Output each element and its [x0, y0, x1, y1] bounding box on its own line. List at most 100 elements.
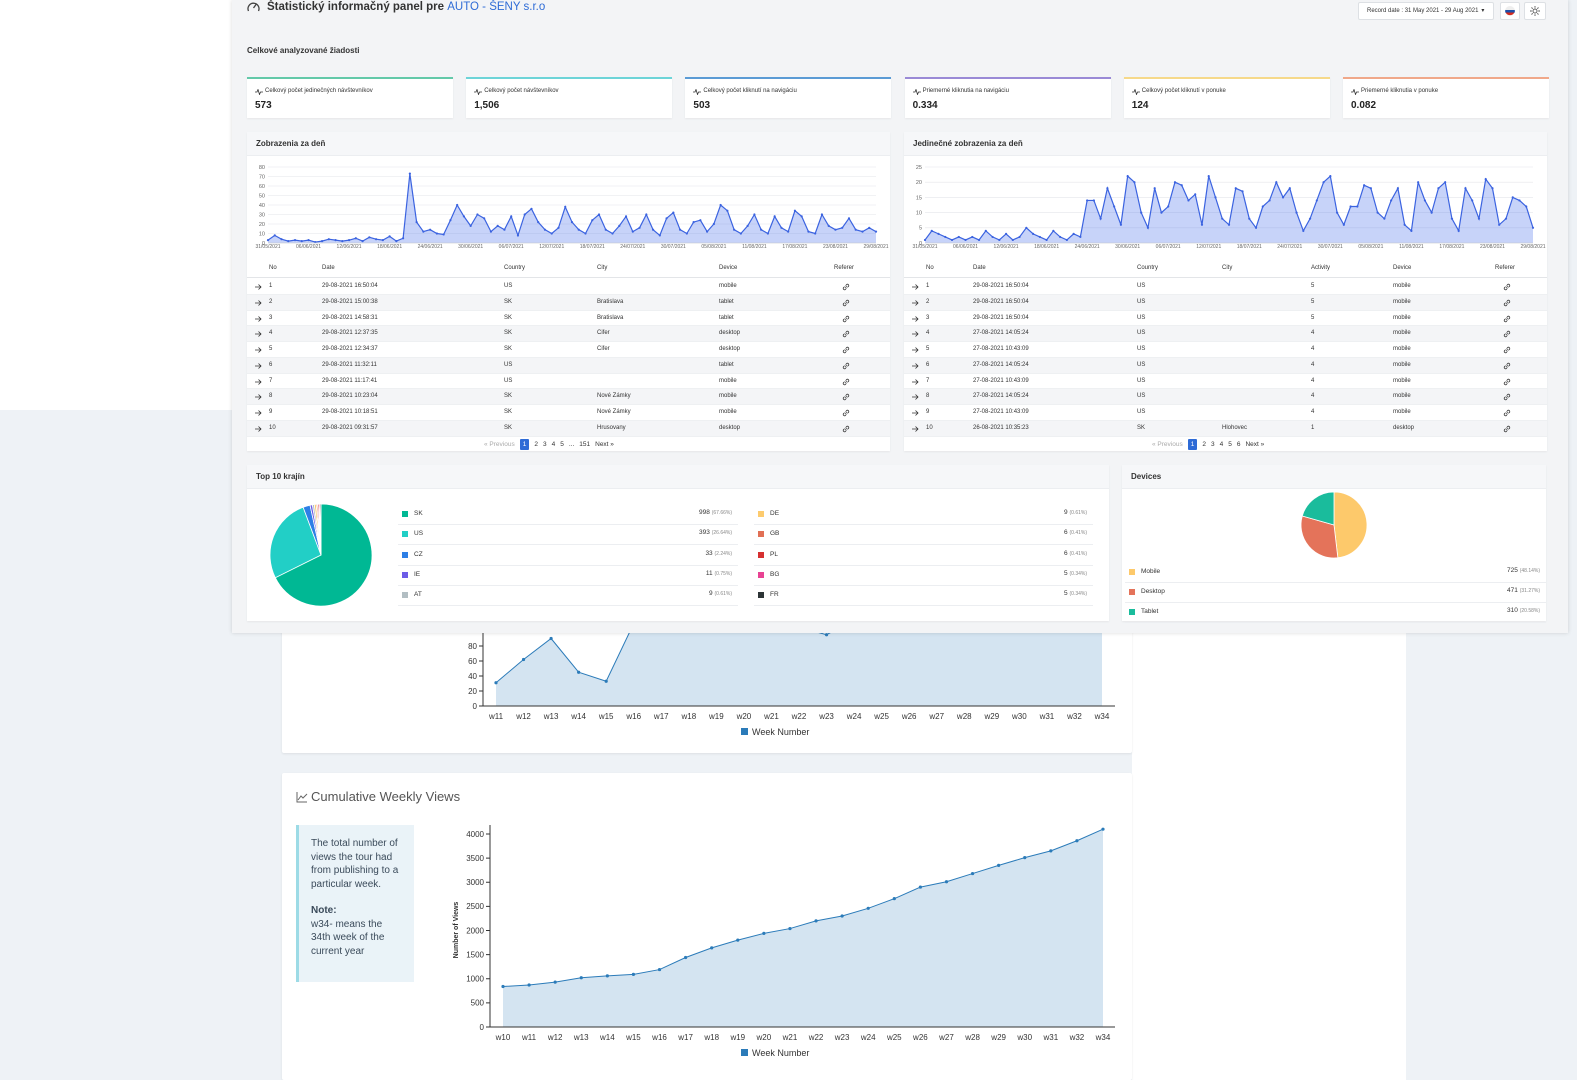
page-link[interactable]: 3	[542, 441, 547, 448]
referer-link[interactable]	[1503, 315, 1511, 323]
table-row[interactable]: 3 29-08-2021 16:50:04 US 5 mobile	[904, 311, 1547, 327]
referer-link[interactable]	[842, 299, 850, 307]
legend-swatch	[758, 551, 764, 558]
expand-arrow	[255, 378, 262, 385]
x-tick-label: w20	[736, 712, 752, 721]
referer-link[interactable]	[1503, 393, 1511, 401]
point	[469, 224, 472, 227]
table-cell: 3	[269, 314, 273, 321]
referer-link[interactable]	[1503, 330, 1511, 338]
page-link[interactable]: 3	[1210, 441, 1215, 448]
point	[1268, 199, 1271, 202]
table-row[interactable]: 2 29-08-2021 16:50:04 US 5 mobile	[904, 294, 1547, 311]
referer-link[interactable]	[1503, 299, 1511, 307]
table-row[interactable]: 9 27-08-2021 10:43:09 US 4 mobile	[904, 405, 1547, 421]
referer-link[interactable]	[842, 393, 850, 401]
table-cell: 4	[926, 330, 930, 337]
language-button[interactable]	[1500, 2, 1520, 20]
theme-button[interactable]	[1524, 2, 1546, 20]
pie-slice	[1333, 491, 1368, 559]
point	[597, 213, 601, 216]
page-link[interactable]: 4	[1219, 441, 1224, 448]
table-row[interactable]: 7 27-08-2021 10:43:09 US 4 mobile	[904, 374, 1547, 390]
referer-link[interactable]	[842, 409, 850, 417]
point	[923, 238, 927, 242]
referer-link[interactable]	[842, 346, 850, 354]
referer-link[interactable]	[842, 330, 850, 338]
table-cell: tablet	[719, 298, 734, 305]
table-row[interactable]: 5 27-08-2021 10:43:09 US 4 mobile	[904, 342, 1547, 358]
referer-link[interactable]	[1503, 346, 1511, 354]
point	[374, 238, 378, 241]
referer-link[interactable]	[1503, 378, 1511, 386]
referer-link[interactable]	[1503, 425, 1511, 433]
card-header	[247, 132, 890, 156]
point	[1173, 181, 1177, 184]
x-tick-label: w34	[1095, 1033, 1111, 1042]
table-row[interactable]: 10 26-08-2021 10:35:23 SK Hlohovec 1 desktop	[904, 420, 1547, 437]
x-tick-label: w14	[599, 1033, 615, 1042]
table-row[interactable]: 7 29-08-2021 11:17:41 US mobile	[247, 374, 890, 390]
page-link[interactable]: 1	[519, 439, 530, 450]
page-link[interactable]: 4	[551, 441, 556, 448]
page-link[interactable]: « Previous	[1152, 441, 1183, 448]
point	[1113, 205, 1116, 208]
table-row[interactable]: 4 27-08-2021 14:05:24 US 4 mobile	[904, 326, 1547, 342]
point	[746, 224, 749, 227]
referer-link[interactable]	[1503, 409, 1511, 417]
page-link[interactable]: 6	[1236, 441, 1241, 448]
table-row[interactable]: 6 27-08-2021 14:05:24 US 4 mobile	[904, 357, 1547, 374]
icon-shape	[255, 89, 263, 95]
y-tick-label: 20	[259, 222, 265, 228]
page-link[interactable]: 151	[579, 441, 591, 448]
referer-link[interactable]	[842, 378, 850, 386]
expand-arrow	[912, 410, 919, 416]
table-row[interactable]: 1 29-08-2021 16:50:04 US mobile	[247, 279, 890, 295]
point	[537, 221, 540, 224]
page-link[interactable]: 2	[1202, 441, 1206, 448]
table-row[interactable]: 9 29-08-2021 10:18:51 SK Nové Zámky mobile	[247, 405, 890, 421]
percent: (0.61%)	[714, 591, 732, 598]
page-link[interactable]: « Previous	[484, 441, 515, 448]
table-row[interactable]: 2 29-08-2021 15:00:38 SK Bratislava tablet	[247, 294, 890, 311]
table-cell: US	[504, 377, 513, 384]
point	[651, 228, 655, 231]
legend-swatch	[402, 531, 408, 538]
referer-link[interactable]	[842, 315, 850, 323]
table-row[interactable]: 3 29-08-2021 14:58:31 SK Bratislava tablet	[247, 311, 890, 327]
table-cell: 29-08-2021 12:34:37	[322, 346, 378, 352]
page-link[interactable]: 1	[1187, 439, 1198, 450]
table-row[interactable]: 10 29-08-2021 09:31:57 SK Hrusovany desktop	[247, 420, 890, 437]
table-row[interactable]: 6 29-08-2021 11:32:11 US tablet	[247, 357, 890, 374]
record-date-button[interactable]: Record date : 31 May 2021 - 29 Aug 2021 ▾	[1358, 2, 1494, 20]
point	[605, 974, 609, 978]
table-row[interactable]: 8 27-08-2021 14:05:24 US 4 mobile	[904, 389, 1547, 405]
point	[1023, 856, 1027, 860]
page-link[interactable]: 2	[534, 441, 538, 448]
table-row[interactable]: 8 29-08-2021 10:23:04 SK Nové Zámky mobile	[247, 389, 890, 405]
point	[1072, 232, 1075, 235]
page-link[interactable]: Next »	[595, 441, 614, 448]
table-row[interactable]: 1 29-08-2021 16:50:04 US 5 mobile	[904, 279, 1547, 295]
referer-link[interactable]	[1503, 283, 1511, 291]
x-tick-label: 18/06/2021	[1034, 244, 1059, 250]
x-tick-label: w32	[1066, 712, 1082, 721]
referer-link[interactable]	[842, 425, 850, 433]
table-row[interactable]: 4 29-08-2021 12:37:35 SK Cifer desktop	[247, 326, 890, 342]
page-link[interactable]: ...	[568, 441, 575, 448]
point	[944, 235, 947, 239]
x-tick-label: 23/08/2021	[1480, 244, 1505, 250]
table-cell: 4	[1311, 361, 1315, 368]
page-link[interactable]: Next »	[1245, 441, 1265, 448]
referer-link[interactable]	[842, 283, 850, 291]
page-link[interactable]: 5	[560, 441, 564, 448]
point	[1295, 211, 1298, 214]
table-cell: Cifer	[597, 346, 610, 352]
point	[557, 226, 560, 229]
page-link[interactable]: 5	[1228, 441, 1232, 448]
referer-link[interactable]	[842, 362, 850, 370]
card-header	[904, 132, 1547, 156]
point	[273, 234, 276, 237]
referer-link[interactable]	[1503, 362, 1511, 370]
table-row[interactable]: 5 29-08-2021 12:34:37 SK Cifer desktop	[247, 342, 890, 358]
